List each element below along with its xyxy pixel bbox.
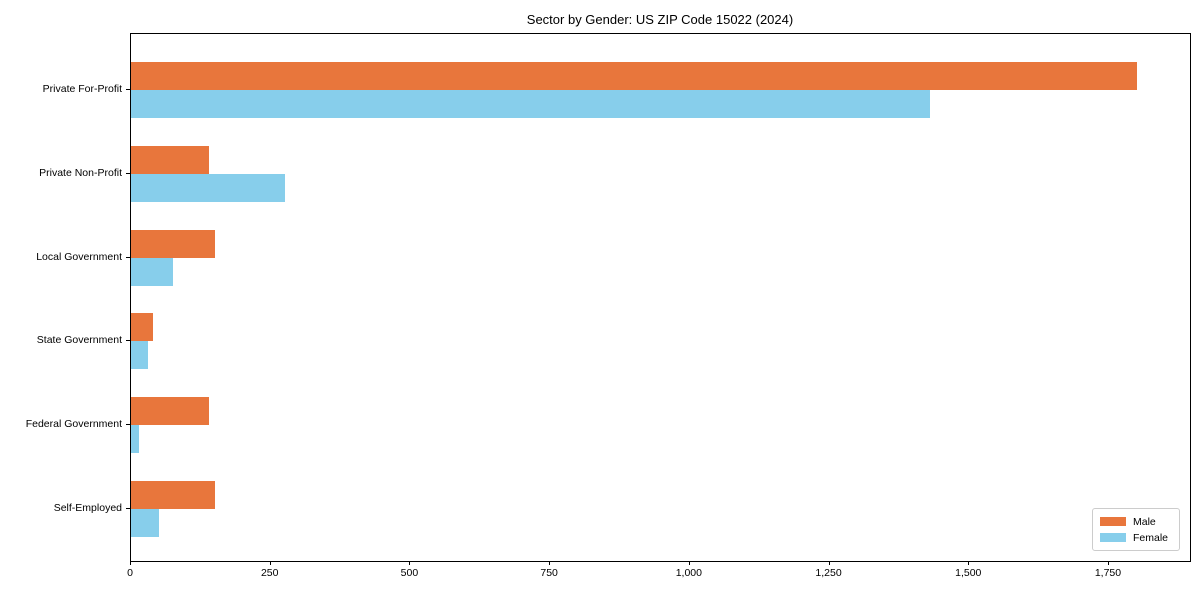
y-tick-label-local-government: Local Government [36, 250, 122, 263]
x-tick-mark [1107, 561, 1109, 565]
x-tick-mark [409, 561, 411, 565]
bar-male-self-employed [131, 480, 215, 509]
x-tick-mark [828, 561, 830, 565]
x-tick-label-500: 500 [400, 567, 419, 579]
chart-title: Sector by Gender: US ZIP Code 15022 (202… [526, 12, 794, 27]
bar-male-federal-government [131, 396, 210, 425]
x-tick-mark [549, 561, 551, 565]
bar-male-private-non-profit [131, 145, 210, 174]
bar-male-private-for-profit [131, 62, 1137, 91]
x-tick-label-0: 0 [127, 567, 133, 579]
bar-male-local-government [131, 229, 215, 258]
plot-area: Male Female [130, 33, 1191, 562]
y-tick-mark [126, 507, 130, 509]
bar-female-private-for-profit [131, 90, 931, 119]
legend-label-male: Male [1133, 515, 1156, 528]
bar-male-state-government [131, 313, 154, 342]
x-tick-label-1500: 1,500 [955, 567, 982, 579]
legend-item-female: Female [1100, 532, 1172, 544]
male-color-swatch [1100, 517, 1126, 526]
y-tick-label-self-employed: Self-Employed [53, 501, 122, 514]
y-tick-label-federal-government: Federal Government [25, 417, 122, 430]
bar-female-self-employed [131, 508, 159, 537]
x-tick-mark [130, 561, 131, 565]
y-tick-mark [126, 423, 130, 425]
x-tick-label-750: 750 [540, 567, 558, 579]
y-tick-mark [126, 89, 130, 91]
x-tick-mark [688, 561, 690, 565]
x-tick-label-250: 250 [260, 567, 279, 579]
bar-female-private-non-profit [131, 173, 285, 202]
x-tick-mark [968, 561, 970, 565]
x-tick-label-1000: 1,000 [675, 567, 702, 579]
female-color-swatch [1100, 533, 1126, 542]
bar-female-local-government [131, 257, 173, 286]
bar-female-federal-government [131, 424, 140, 453]
x-tick-label-1750: 1,750 [1094, 567, 1122, 579]
y-tick-mark [126, 256, 130, 258]
legend: Male Female [1092, 508, 1180, 551]
y-tick-mark [126, 172, 130, 174]
bar-female-state-government [131, 341, 148, 370]
legend-label-female: Female [1133, 531, 1169, 544]
legend-item-male: Male [1100, 516, 1172, 528]
y-tick-label-state-government: State Government [36, 334, 122, 347]
x-tick-mark [269, 561, 271, 565]
y-tick-label-private-non-profit: Private Non-Profit [39, 166, 122, 179]
y-tick-label-private-for-profit: Private For-Profit [42, 83, 122, 96]
y-tick-mark [126, 340, 130, 342]
x-tick-label-1250: 1,250 [815, 567, 842, 579]
